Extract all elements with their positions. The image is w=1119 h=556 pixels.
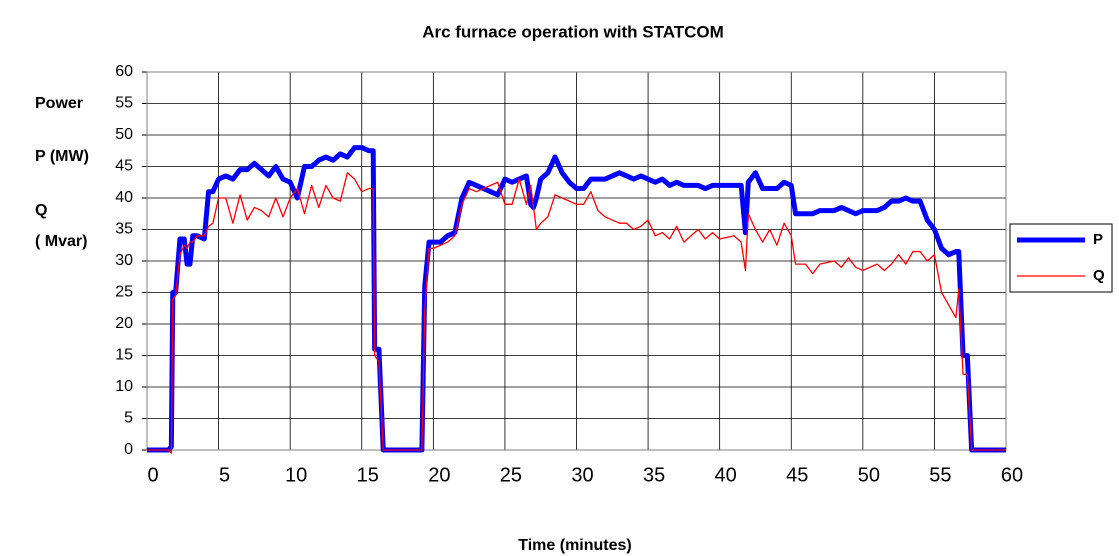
- y-axis-label-line: P (MW): [35, 148, 89, 165]
- series-line: [147, 145, 1006, 453]
- x-tick-label: 20: [428, 464, 450, 486]
- y-tick-label: 0: [124, 441, 133, 458]
- legend-label: P: [1093, 231, 1103, 248]
- y-tick-label: 15: [115, 347, 133, 364]
- y-tick-label: 55: [115, 95, 133, 112]
- x-tick-label: 15: [357, 464, 379, 486]
- y-tick-label: 30: [115, 252, 133, 269]
- legend-label: Q: [1093, 267, 1105, 284]
- x-tick-label: 40: [715, 464, 737, 486]
- x-tick-label: 55: [929, 464, 951, 486]
- x-tick-label: 45: [786, 464, 808, 486]
- x-tick-label: 60: [1001, 464, 1023, 486]
- y-tick-label: 40: [115, 189, 133, 206]
- y-tick-label: 25: [115, 284, 133, 301]
- x-tick-label: 35: [643, 464, 665, 486]
- x-tick-label: 30: [571, 464, 593, 486]
- y-tick-label: 5: [124, 410, 133, 427]
- x-tick-label: 25: [500, 464, 522, 486]
- x-tick-label: 5: [219, 464, 230, 486]
- y-tick-label: 60: [115, 63, 133, 80]
- y-tick-label: 45: [115, 158, 133, 175]
- y-axis-label-line: Power: [35, 95, 83, 112]
- x-tick-label: 10: [285, 464, 307, 486]
- x-axis-label: Time (minutes): [518, 537, 632, 554]
- plot-border: [146, 71, 1007, 451]
- y-tick-label: 50: [115, 126, 133, 143]
- legend-box: [1009, 223, 1113, 293]
- y-tick-label: 10: [115, 378, 133, 395]
- y-axis-label-line: ( Mvar): [35, 233, 87, 250]
- x-tick-label: 0: [147, 464, 158, 486]
- x-tick-label: 50: [858, 464, 880, 486]
- chart-title: Arc furnace operation with STATCOM: [422, 22, 724, 41]
- series-line: [147, 172, 1006, 454]
- y-tick-label: 35: [115, 221, 133, 238]
- y-tick-label: 20: [115, 315, 133, 332]
- y-axis-label-line: Q: [35, 202, 47, 219]
